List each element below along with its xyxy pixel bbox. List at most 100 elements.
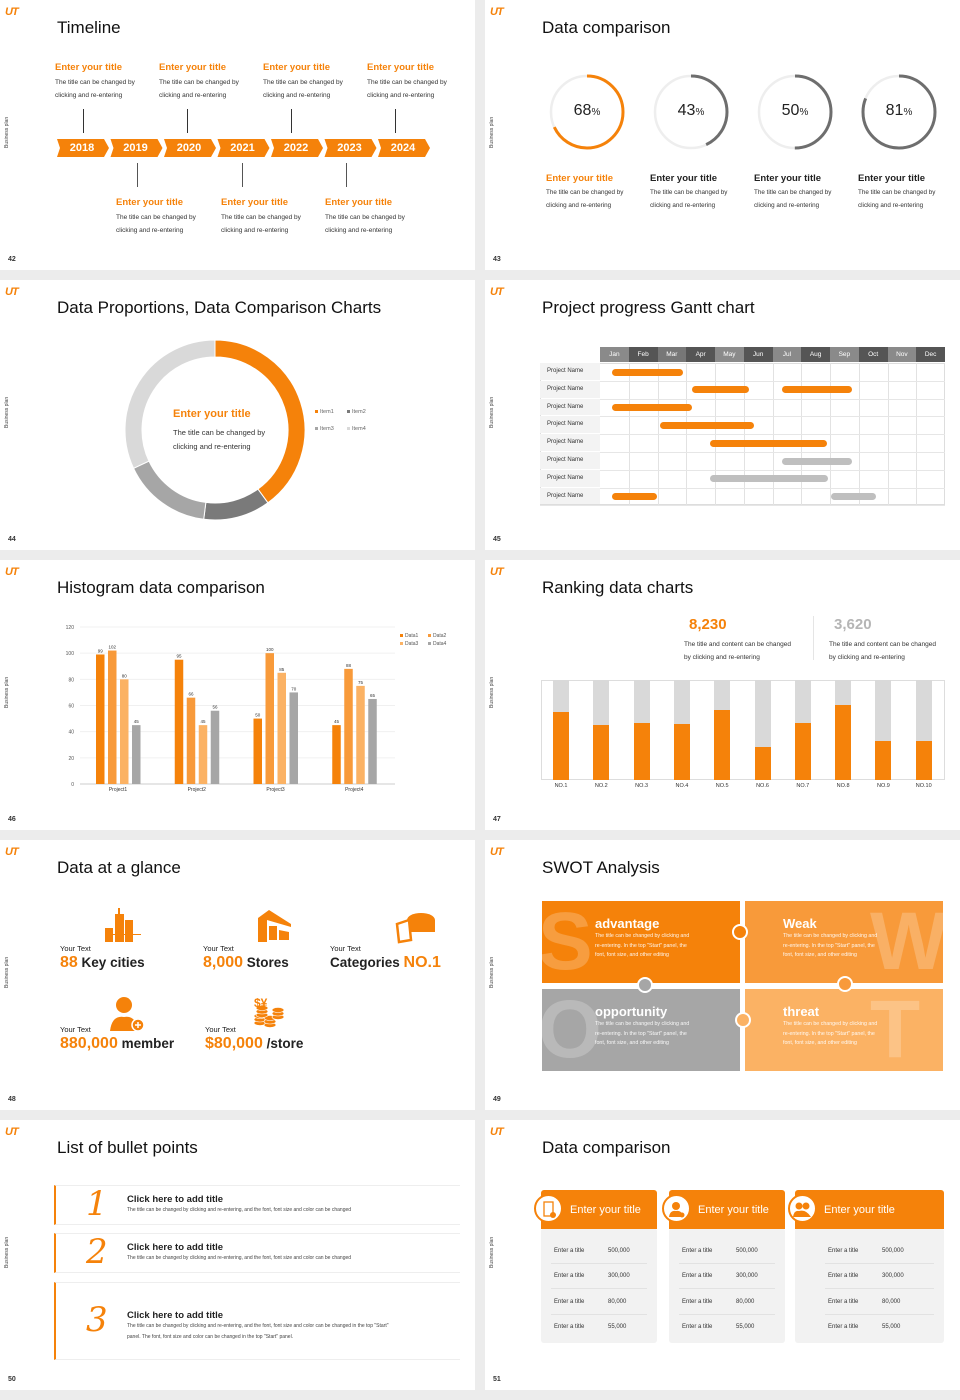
rank-label: NO.10: [915, 783, 932, 789]
item-text: The title can be changed by: [325, 214, 405, 221]
logo-icon: UT: [5, 286, 19, 298]
stat-text: by clicking and re-entering: [829, 654, 905, 661]
slide-title: Data Proportions, Data Comparison Charts: [57, 298, 382, 317]
month-header: Aug: [801, 347, 830, 362]
year-arrow: [324, 139, 377, 157]
swot-text: re-entering. In the top "Start" panel, t…: [783, 1030, 875, 1037]
item-value: Categories NO.1: [330, 954, 441, 972]
row-label: Project Name: [540, 398, 600, 416]
item-suffix: /store: [262, 1036, 304, 1051]
slide-50[interactable]: UT Business plan 50 List of bullet points 1 C…: [0, 1120, 475, 1390]
year-arrow: [378, 139, 430, 157]
month-header: Jul: [772, 347, 802, 362]
gantt-bar[interactable]: [692, 386, 749, 394]
rank-bar-no6: [754, 747, 771, 780]
grid-hline: [540, 380, 945, 382]
card-body: [669, 1228, 785, 1343]
slide-title: Data at a glance: [57, 858, 181, 877]
item-title: Enter your title: [221, 197, 289, 208]
slide-47[interactable]: UT Business plan 47 Ranking data charts 8,23…: [485, 560, 960, 830]
card-header[interactable]: [795, 1190, 944, 1229]
month-header: Sep: [830, 347, 859, 362]
gantt-bar[interactable]: [710, 439, 828, 447]
item-text: The title can be changed by: [116, 214, 196, 221]
year-arrow: [57, 139, 109, 157]
year-arrow: [164, 139, 216, 157]
slide-48[interactable]: UT Business plan 48 Data at a glance Your Te…: [0, 840, 475, 1110]
rank-label: NO.9: [876, 783, 890, 789]
data-label: 85: [279, 667, 285, 672]
gantt-bar[interactable]: [612, 368, 683, 376]
pie-3d-icon: [395, 913, 435, 944]
bullet-item[interactable]: 1 Click here to add title The title can be…: [54, 1184, 460, 1225]
progress-ring: [757, 74, 833, 150]
legend-swatch: [428, 642, 431, 645]
row-value: 80,000: [608, 1298, 627, 1305]
rank-bar-no10: [915, 741, 932, 780]
item-title: Enter your title: [546, 173, 614, 184]
bar-data4-project2: [210, 710, 220, 784]
gantt-bar[interactable]: [781, 457, 853, 465]
year-arrow: [271, 139, 323, 157]
gantt-bar[interactable]: [830, 493, 876, 501]
item-text: clicking and re-entering: [325, 227, 393, 234]
slide-42[interactable]: UT Business plan 42 Timeline 2018 2019 2020 202…: [0, 0, 475, 270]
ring-unit: %: [903, 107, 913, 118]
ring-value: 68%: [547, 102, 627, 120]
gantt-bar[interactable]: [660, 421, 754, 429]
bar-data2-project3: [265, 653, 274, 784]
row-label: Project Name: [540, 363, 600, 380]
ring-value: 50%: [755, 102, 835, 120]
swot-letter: S: [542, 901, 593, 983]
gantt-bar[interactable]: [710, 475, 828, 483]
swot-text: re-entering. In the top "Start" panel, t…: [595, 1030, 687, 1037]
gantt-bar[interactable]: [612, 404, 692, 412]
users-group-icon: [793, 1202, 811, 1217]
item-title: Enter your title: [650, 173, 718, 184]
item-suffix: member: [117, 1036, 175, 1051]
swot-text: The title can be changed by clicking and: [595, 933, 690, 939]
bullet-item[interactable]: 2 Click here to add title The title can be…: [54, 1232, 460, 1273]
data-label: 45: [334, 719, 340, 724]
bullet-item[interactable]: 3 Click here to add title The title can be…: [54, 1282, 460, 1360]
slide-43[interactable]: UT Business plan 43 Data comparison 68% Enter…: [485, 0, 960, 270]
logo-icon: UT: [490, 566, 504, 578]
icon-circle: [534, 1194, 563, 1223]
item-title: Enter your title: [263, 62, 331, 73]
gantt-bar[interactable]: [612, 493, 658, 501]
card-body: [795, 1228, 944, 1343]
item-number: 88: [60, 954, 78, 971]
row-divider: [825, 1313, 934, 1315]
row-divider: [551, 1263, 647, 1264]
slide-44[interactable]: UT Business plan 44 Data Proportions, Data …: [0, 280, 475, 550]
puzzle-knob: [732, 924, 748, 940]
month-header: Mar: [657, 347, 687, 362]
bar-data3-project4: [356, 685, 365, 784]
donut-slice-item4: [124, 339, 216, 469]
item-text: The title can be changed by: [754, 189, 832, 196]
rank-label: NO.5: [715, 783, 729, 789]
bullet-text: The title can be changed by clicking and…: [127, 1207, 352, 1213]
swot-text: font, font size, and other editing: [783, 1040, 857, 1046]
page-number: 45: [493, 536, 501, 543]
row-label: Enter a title: [828, 1298, 859, 1305]
ring-number: 68: [573, 102, 592, 119]
swot-weak[interactable]: W Weak The title can be changed by clickin…: [745, 901, 943, 983]
slide-title: Data comparison: [542, 1138, 671, 1157]
ring-value: 43%: [651, 102, 731, 120]
slide-45[interactable]: UT Business plan 45 Project progress Gantt …: [485, 280, 960, 550]
donut-slice-item2: [203, 488, 269, 521]
donut-chart: [124, 339, 306, 521]
row-value: 80,000: [736, 1298, 755, 1305]
puzzle-knob: [837, 976, 853, 992]
slide-46[interactable]: UT Business plan 46 Histogram data comparis…: [0, 560, 475, 830]
slide-51[interactable]: UT Business plan 51 Data comparison Enter yo…: [485, 1120, 960, 1390]
gantt-bar[interactable]: [781, 386, 853, 394]
donut-slice-item1: [214, 339, 306, 504]
legend-label: Item3: [320, 426, 334, 432]
year-arrow: [110, 139, 163, 157]
